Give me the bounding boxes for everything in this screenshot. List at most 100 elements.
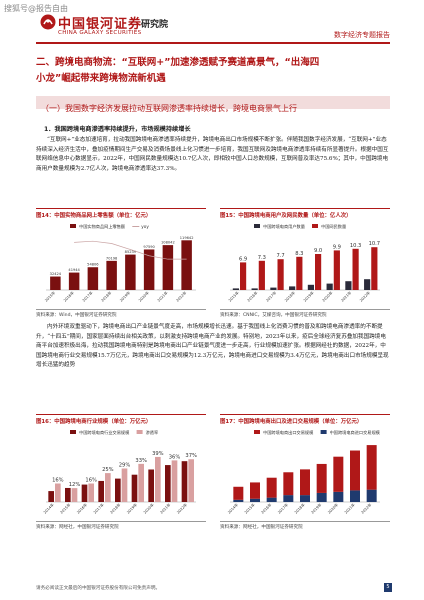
- bar-scale: [81, 484, 88, 502]
- bar-rate: [155, 456, 161, 502]
- paragraph-1: “互联网+”业态加速培育，拉动我国跨境电商渗透率持续提升，跨境电商出口市场规模不…: [36, 137, 389, 172]
- fig16-title: 图16：中国跨境电商行业规模（单位：万亿元）: [36, 419, 152, 425]
- data-label: 10.7: [369, 241, 381, 247]
- bar-rate: [121, 468, 128, 502]
- fig14-rule-bottom: [36, 309, 206, 310]
- tick-label: 2022年: [358, 290, 371, 303]
- data-label: 7.7: [276, 253, 284, 259]
- section-title-line1: 二、跨境电商物流：“互联网+”加速渗透赋予赛道高景气，“出海四: [36, 57, 320, 68]
- data-label: 37%: [185, 453, 197, 459]
- legend-label: yoy: [141, 224, 149, 229]
- legend-swatch: [254, 430, 260, 434]
- fig16-source: 资料来源：网经社，中国银河证券研究院: [36, 525, 119, 530]
- bar-scale: [148, 469, 154, 502]
- bar-rate: [71, 488, 78, 502]
- bar-netizens: [333, 250, 340, 290]
- data-label: 32424: [50, 272, 62, 276]
- fig15-chart: 中国跨境电商用户数量 中国网民数量 6.9 2015年 7.3 2016年 7.7 2017年…: [227, 223, 381, 303]
- fig14-title: 图14：中国实物商品网上零售额（单位：亿元）: [36, 213, 152, 219]
- legend-swatch: [136, 430, 143, 434]
- bar-scale: [98, 480, 104, 502]
- tick-label: 2017年: [276, 502, 289, 515]
- section-title-line2: 小龙”崛起带来跨境物流新机遇: [36, 73, 166, 84]
- fig17-rule-top: [220, 414, 390, 415]
- legend-label: 中国跨境电商进口交易规模: [330, 429, 381, 436]
- bar-export: [333, 456, 344, 492]
- tick-label: 2022年: [175, 502, 188, 515]
- bar-import: [333, 491, 344, 502]
- bar-scale: [181, 461, 188, 502]
- tick-label: 2022年: [360, 502, 373, 515]
- bar-export: [366, 445, 377, 490]
- watermark: 搜狐号@报告自由: [4, 4, 68, 13]
- bar-export: [233, 486, 244, 500]
- tick-label: 2019年: [119, 290, 132, 303]
- bar-rate: [188, 459, 194, 502]
- bar-users: [345, 281, 352, 290]
- fig17-rule-bottom: [220, 521, 390, 522]
- tick-label: 2015年: [227, 290, 240, 303]
- bar-export: [316, 463, 327, 493]
- legend-label: 中国网民数量: [321, 223, 346, 230]
- data-label: 54806: [87, 263, 99, 267]
- bar-export: [350, 450, 360, 491]
- tick-label: 2021年: [340, 290, 353, 303]
- bar-export: [300, 469, 310, 496]
- data-label: 29%: [119, 462, 131, 468]
- bar-users: [364, 279, 371, 290]
- bar-users: [289, 286, 296, 290]
- data-label: 16%: [85, 478, 97, 484]
- org-name-cn: 中国银河证券: [58, 17, 143, 32]
- fig16-rule-bottom: [36, 521, 206, 522]
- fig14-rule-top: [36, 208, 206, 209]
- bar: [87, 267, 99, 290]
- header-divider: [36, 42, 390, 44]
- bar-import: [300, 495, 310, 502]
- bar-netizens: [371, 247, 378, 290]
- legend-label: 中国跨境电商用户数量: [263, 223, 305, 230]
- bar-netizens: [296, 256, 303, 290]
- tick-label: 2016年: [62, 290, 75, 303]
- data-label: 12%: [69, 482, 81, 488]
- legend-label: 中国跨境电商行业交易规模: [79, 429, 130, 436]
- bar-users: [326, 283, 333, 290]
- tick-label: 2021年: [156, 290, 169, 303]
- subsection-banner: （一）我国数字经济发展拉动互联网渗透率持续增长，跨境电商景气上行: [36, 96, 390, 113]
- bar-netizens: [240, 262, 247, 290]
- bar-import: [250, 498, 260, 502]
- tick-label: 2017年: [265, 290, 278, 303]
- bar-rate: [138, 463, 144, 502]
- bar-users: [251, 288, 258, 290]
- data-label: 33%: [135, 458, 147, 464]
- data-label: 39%: [152, 451, 164, 457]
- bar-rate: [105, 473, 111, 502]
- tick-label: 2021年: [159, 502, 172, 515]
- report-type: 数字经济专题报告: [334, 31, 390, 39]
- bar-scale: [131, 474, 138, 502]
- tick-label: 2019年: [310, 502, 323, 515]
- fig16-chart: 中国跨境电商行业交易规模 渗透率 16% 2014年 12% 2015年 16% 2016年 2…: [42, 429, 197, 515]
- logo-icon: [40, 14, 56, 34]
- tick-label: 2020年: [326, 502, 339, 515]
- bar-rate: [55, 483, 61, 502]
- data-label: 97590: [143, 245, 155, 249]
- tick-label: 2020年: [142, 502, 155, 515]
- legend-swatch: [70, 224, 76, 228]
- tick-label: 2019年: [302, 290, 315, 303]
- subsection-title: （一）我国数字经济发展拉动互联网渗透率持续增长，跨境电商景气上行: [41, 104, 297, 113]
- bar-import: [366, 489, 377, 502]
- bar: [50, 276, 61, 290]
- data-label: 16%: [52, 478, 64, 484]
- legend-swatch: [320, 430, 327, 434]
- tick-label: 2017年: [81, 290, 94, 303]
- bar-rate: [171, 460, 178, 502]
- tick-label: 2020年: [137, 290, 150, 303]
- bar-import: [283, 495, 294, 502]
- tick-label: 2014年: [42, 502, 55, 515]
- fig15-title: 图15：中国跨境电商用户及网民数量（单位：亿人次）: [220, 213, 352, 219]
- fig15-rule-bottom: [220, 309, 390, 310]
- tick-label: 2016年: [260, 502, 273, 515]
- data-label: 41944: [68, 268, 80, 272]
- bar-import: [316, 492, 327, 502]
